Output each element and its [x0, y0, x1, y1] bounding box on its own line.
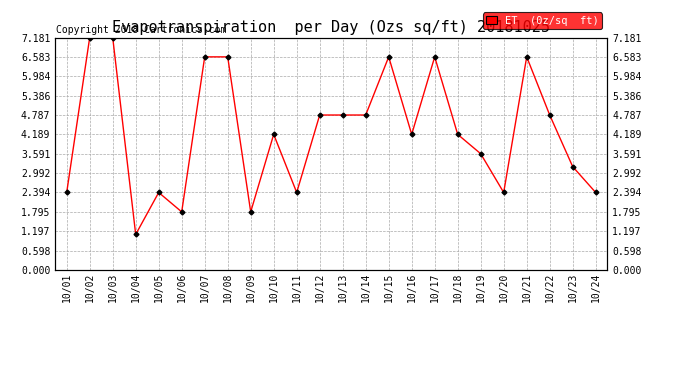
Legend: ET  (0z/sq  ft): ET (0z/sq ft) — [483, 12, 602, 29]
Title: Evapotranspiration  per Day (Ozs sq/ft) 20181025: Evapotranspiration per Day (Ozs sq/ft) 2… — [112, 20, 550, 35]
Text: Copyright 2018 Cartronics.com: Copyright 2018 Cartronics.com — [57, 25, 227, 35]
